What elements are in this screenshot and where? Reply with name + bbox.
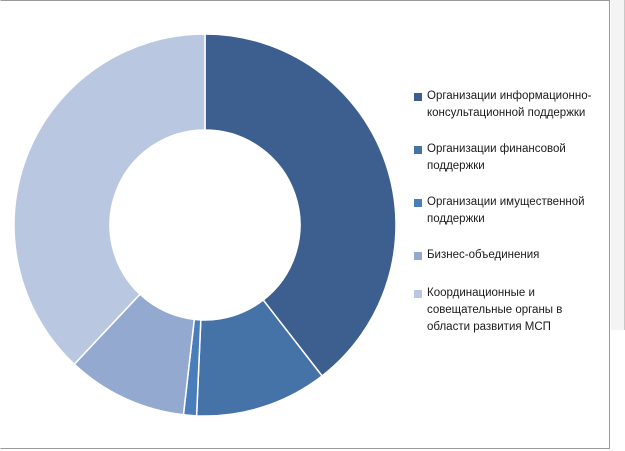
legend-item: Координационные и совещательные органы в… bbox=[412, 285, 608, 336]
legend-label: Координационные и совещательные органы в… bbox=[427, 287, 563, 333]
legend-label: Организации имущественной поддержки bbox=[427, 196, 585, 225]
legend-item: Организации финансовой поддержки bbox=[412, 141, 608, 175]
legend: Организации информационно-консультационн… bbox=[412, 88, 608, 336]
legend-swatch bbox=[414, 252, 422, 260]
donut-slice bbox=[204, 33, 397, 377]
legend-swatch bbox=[414, 146, 422, 154]
donut-slice bbox=[13, 33, 206, 366]
legend-swatch bbox=[414, 199, 422, 207]
legend-swatch bbox=[414, 93, 422, 101]
legend-label: Организации финансовой поддержки bbox=[427, 143, 566, 172]
legend-swatch bbox=[414, 290, 422, 298]
legend-label: Организации информационно-консультационн… bbox=[427, 90, 592, 119]
legend-item: Организации информационно-консультационн… bbox=[412, 88, 608, 122]
legend-item: Организации имущественной поддержки bbox=[412, 194, 608, 228]
legend-label: Бизнес-объединения bbox=[427, 249, 540, 261]
legend-item: Бизнес-объединения bbox=[412, 247, 608, 264]
